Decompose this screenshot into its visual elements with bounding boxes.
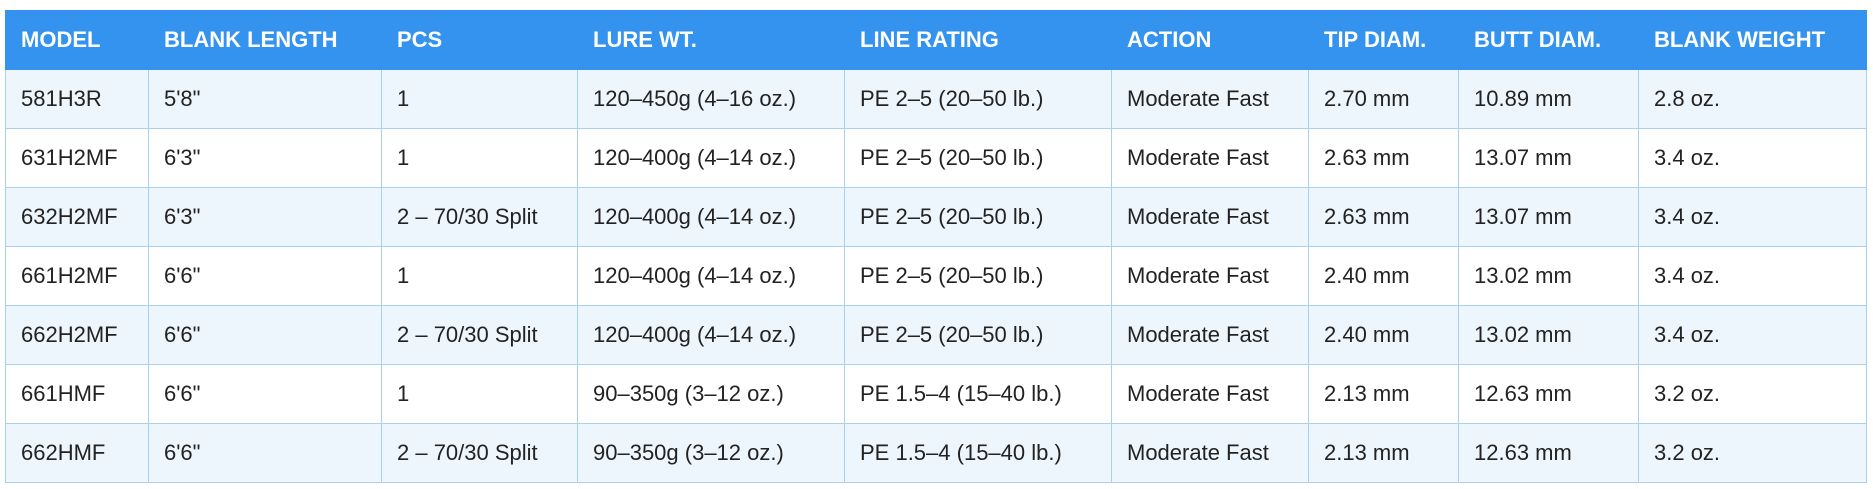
table-cell: Moderate Fast [1111, 305, 1309, 365]
table-cell: 120–400g (4–14 oz.) [577, 305, 845, 365]
table-cell: 90–350g (3–12 oz.) [577, 364, 845, 424]
table-cell: PE 1.5–4 (15–40 lb.) [844, 423, 1112, 483]
table-header: MODEL BLANK LENGTH PCS LURE WT. LINE RATING A… [5, 10, 1867, 70]
table-cell: 2.40 mm [1308, 246, 1459, 306]
column-header: BLANK WEIGHT [1638, 10, 1867, 70]
table-cell: 120–400g (4–14 oz.) [577, 128, 845, 188]
table-cell: 661H2MF [5, 246, 149, 306]
table-cell: 6'6" [148, 305, 382, 365]
table-cell: 1 [381, 246, 578, 306]
table-cell: 2.63 mm [1308, 187, 1459, 247]
table-cell: 90–350g (3–12 oz.) [577, 423, 845, 483]
table-cell: 12.63 mm [1458, 423, 1639, 483]
table-row: 632H2MF 6'3" 2 – 70/30 Split 120–400g (4–14… [5, 187, 1867, 247]
column-header: TIP DIAM. [1308, 10, 1459, 70]
table-cell: 10.89 mm [1458, 69, 1639, 129]
table-cell: 2 – 70/30 Split [381, 187, 578, 247]
table-cell: 3.4 oz. [1638, 187, 1867, 247]
table-cell: 13.07 mm [1458, 187, 1639, 247]
table-cell: 2.70 mm [1308, 69, 1459, 129]
table-cell: Moderate Fast [1111, 423, 1309, 483]
table-row: 581H3R 5'8" 1 120–450g (4–16 oz.) PE 2–5 (20… [5, 69, 1867, 129]
table-cell: 2.63 mm [1308, 128, 1459, 188]
table-cell: 3.2 oz. [1638, 364, 1867, 424]
table-cell: PE 2–5 (20–50 lb.) [844, 128, 1112, 188]
table-cell: 2 – 70/30 Split [381, 423, 578, 483]
table-cell: Moderate Fast [1111, 128, 1309, 188]
table-cell: 5'8" [148, 69, 382, 129]
table-cell: 6'3" [148, 128, 382, 188]
table-cell: Moderate Fast [1111, 69, 1309, 129]
table-cell: 661HMF [5, 364, 149, 424]
table-cell: 12.63 mm [1458, 364, 1639, 424]
table-cell: PE 2–5 (20–50 lb.) [844, 69, 1112, 129]
column-header: LINE RATING [844, 10, 1112, 70]
table-row: 662H2MF 6'6" 2 – 70/30 Split 120–400g (4–14… [5, 305, 1867, 365]
table-container: MODEL BLANK LENGTH PCS LURE WT. LINE RATING A… [5, 10, 1867, 483]
table-cell: 120–400g (4–14 oz.) [577, 187, 845, 247]
spec-table: MODEL BLANK LENGTH PCS LURE WT. LINE RATING A… [5, 10, 1867, 483]
table-cell: 632H2MF [5, 187, 149, 247]
table-row: 631H2MF 6'3" 1 120–400g (4–14 oz.) PE 2–5 (2… [5, 128, 1867, 188]
table-cell: 6'3" [148, 187, 382, 247]
table-cell: 3.4 oz. [1638, 246, 1867, 306]
table-cell: 2.8 oz. [1638, 69, 1867, 129]
column-header: LURE WT. [577, 10, 845, 70]
table-cell: 631H2MF [5, 128, 149, 188]
table-cell: 2.40 mm [1308, 305, 1459, 365]
table-cell: 2.13 mm [1308, 423, 1459, 483]
table-cell: 2 – 70/30 Split [381, 305, 578, 365]
table-cell: 6'6" [148, 364, 382, 424]
column-header: ACTION [1111, 10, 1309, 70]
table-row: 661H2MF 6'6" 1 120–400g (4–14 oz.) PE 2–5 (2… [5, 246, 1867, 306]
table-cell: 1 [381, 364, 578, 424]
table-cell: 2.13 mm [1308, 364, 1459, 424]
table-cell: 3.4 oz. [1638, 305, 1867, 365]
table-cell: Moderate Fast [1111, 187, 1309, 247]
table-row: 661HMF 6'6" 1 90–350g (3–12 oz.) PE 1.5–4 (1… [5, 364, 1867, 424]
table-cell: 662HMF [5, 423, 149, 483]
table-cell: 120–450g (4–16 oz.) [577, 69, 845, 129]
column-header: MODEL [5, 10, 149, 70]
table-cell: 3.4 oz. [1638, 128, 1867, 188]
table-cell: PE 2–5 (20–50 lb.) [844, 246, 1112, 306]
table-cell: 13.02 mm [1458, 305, 1639, 365]
table-cell: 13.02 mm [1458, 246, 1639, 306]
column-header: BUTT DIAM. [1458, 10, 1639, 70]
table-cell: 581H3R [5, 69, 149, 129]
table-row: 662HMF 6'6" 2 – 70/30 Split 90–350g (3–12 o… [5, 423, 1867, 483]
column-header: BLANK LENGTH [148, 10, 382, 70]
table-cell: 6'6" [148, 423, 382, 483]
table-cell: 662H2MF [5, 305, 149, 365]
table-cell: Moderate Fast [1111, 364, 1309, 424]
table-cell: PE 2–5 (20–50 lb.) [844, 187, 1112, 247]
table-cell: 1 [381, 69, 578, 129]
table-cell: 6'6" [148, 246, 382, 306]
table-cell: 13.07 mm [1458, 128, 1639, 188]
column-header: PCS [381, 10, 578, 70]
table-body: 581H3R 5'8" 1 120–450g (4–16 oz.) PE 2–5 (20… [5, 69, 1867, 483]
table-cell: PE 1.5–4 (15–40 lb.) [844, 364, 1112, 424]
header-row: MODEL BLANK LENGTH PCS LURE WT. LINE RATING A… [5, 10, 1867, 70]
table-cell: Moderate Fast [1111, 246, 1309, 306]
table-cell: PE 2–5 (20–50 lb.) [844, 305, 1112, 365]
table-cell: 1 [381, 128, 578, 188]
table-cell: 120–400g (4–14 oz.) [577, 246, 845, 306]
table-cell: 3.2 oz. [1638, 423, 1867, 483]
